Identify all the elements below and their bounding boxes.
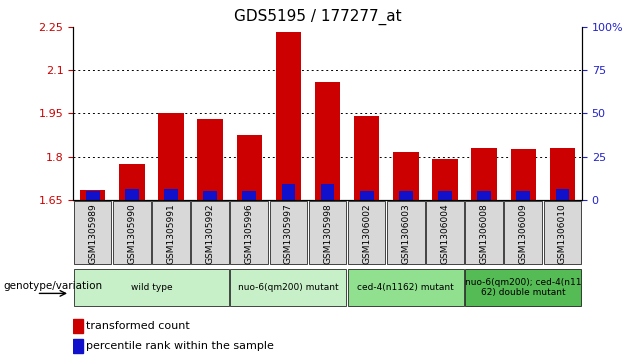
Bar bbox=[74, 201, 111, 264]
Bar bbox=[308, 201, 347, 264]
Bar bbox=[466, 201, 503, 264]
Text: GSM1305997: GSM1305997 bbox=[284, 203, 293, 264]
Text: GSM1306004: GSM1306004 bbox=[441, 203, 450, 264]
Bar bbox=[204, 191, 217, 200]
Bar bbox=[360, 191, 373, 200]
Bar bbox=[242, 191, 256, 200]
Bar bbox=[321, 184, 335, 200]
Text: GSM1305998: GSM1305998 bbox=[323, 203, 332, 264]
Text: nuo-6(qm200) mutant: nuo-6(qm200) mutant bbox=[238, 283, 339, 292]
Bar bbox=[86, 191, 100, 200]
Bar bbox=[393, 152, 418, 200]
Bar bbox=[432, 159, 458, 200]
Bar bbox=[230, 269, 347, 306]
Text: nuo-6(qm200); ced-4(n11
62) double mutant: nuo-6(qm200); ced-4(n11 62) double mutan… bbox=[465, 278, 581, 297]
Bar bbox=[466, 269, 581, 306]
Bar bbox=[511, 149, 536, 200]
Bar bbox=[113, 201, 151, 264]
Bar bbox=[550, 148, 575, 200]
Bar bbox=[438, 191, 452, 200]
Text: GSM1305990: GSM1305990 bbox=[127, 203, 136, 264]
Bar bbox=[125, 189, 139, 200]
Bar bbox=[555, 189, 569, 200]
Bar bbox=[73, 339, 83, 352]
Text: wild type: wild type bbox=[130, 283, 172, 292]
Text: GSM1305989: GSM1305989 bbox=[88, 203, 97, 264]
Bar bbox=[270, 201, 307, 264]
Bar bbox=[387, 201, 425, 264]
Bar bbox=[348, 201, 385, 264]
Text: ced-4(n1162) mutant: ced-4(n1162) mutant bbox=[357, 283, 454, 292]
Bar bbox=[275, 32, 301, 200]
Text: GSM1306002: GSM1306002 bbox=[362, 203, 371, 264]
Text: transformed count: transformed count bbox=[86, 321, 190, 331]
Bar bbox=[164, 189, 178, 200]
Text: GSM1306009: GSM1306009 bbox=[519, 203, 528, 264]
Bar bbox=[73, 319, 83, 333]
Bar bbox=[315, 82, 340, 200]
Text: GDS5195 / 177277_at: GDS5195 / 177277_at bbox=[234, 9, 402, 25]
Text: GSM1306008: GSM1306008 bbox=[480, 203, 488, 264]
Bar bbox=[516, 191, 530, 200]
Bar bbox=[348, 269, 464, 306]
Text: percentile rank within the sample: percentile rank within the sample bbox=[86, 341, 274, 351]
Bar bbox=[191, 201, 229, 264]
Text: GSM1305992: GSM1305992 bbox=[205, 203, 214, 264]
Bar bbox=[119, 164, 144, 200]
Bar bbox=[544, 201, 581, 264]
Bar bbox=[152, 201, 190, 264]
Text: genotype/variation: genotype/variation bbox=[3, 281, 102, 291]
Bar bbox=[477, 191, 491, 200]
Bar bbox=[504, 201, 542, 264]
Bar bbox=[471, 148, 497, 200]
Bar bbox=[158, 113, 184, 200]
Bar bbox=[197, 119, 223, 200]
Bar bbox=[282, 184, 295, 200]
Text: GSM1305991: GSM1305991 bbox=[167, 203, 176, 264]
Bar bbox=[426, 201, 464, 264]
Text: GSM1306010: GSM1306010 bbox=[558, 203, 567, 264]
Bar bbox=[74, 269, 229, 306]
Text: GSM1306003: GSM1306003 bbox=[401, 203, 410, 264]
Bar bbox=[230, 201, 268, 264]
Bar bbox=[80, 189, 106, 200]
Bar bbox=[399, 191, 413, 200]
Bar bbox=[237, 135, 262, 200]
Text: GSM1305996: GSM1305996 bbox=[245, 203, 254, 264]
Bar bbox=[354, 116, 380, 200]
